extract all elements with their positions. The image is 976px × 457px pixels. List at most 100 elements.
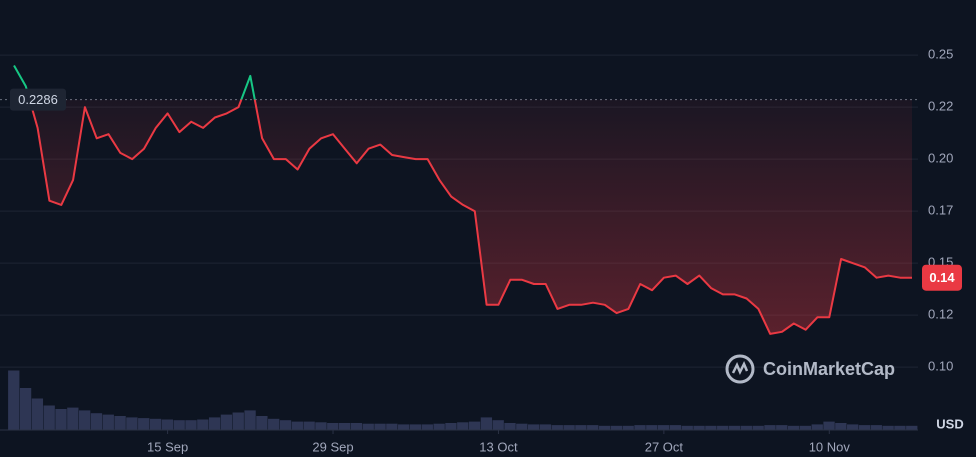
last-price-label: 0.14 <box>929 270 955 285</box>
y-tick-label: 0.20 <box>928 151 953 166</box>
volume-bar <box>587 425 599 430</box>
volume-bar <box>220 414 233 430</box>
y-tick-label: 0.22 <box>928 99 953 114</box>
y-tick-label: 0.10 <box>928 359 953 374</box>
volume-bar <box>657 425 670 430</box>
volume-bar <box>811 424 823 430</box>
volume-bar <box>409 424 422 430</box>
volume-bar <box>598 425 611 430</box>
x-tick-label: 27 Oct <box>645 439 684 454</box>
volume-bar <box>173 420 185 430</box>
last-price-bg <box>922 264 962 291</box>
volume-bar <box>847 424 859 430</box>
volume-bar <box>858 425 871 430</box>
volume-bar <box>539 424 552 430</box>
volume-bar <box>882 425 894 430</box>
volume-bar <box>551 425 563 430</box>
volume-bar <box>291 421 303 430</box>
volume-bar <box>244 410 256 430</box>
volume-bar <box>693 425 705 430</box>
volume-bar <box>480 417 493 430</box>
volume-bar <box>197 419 209 430</box>
volume-bar <box>740 425 752 430</box>
volume-bar <box>67 407 79 430</box>
x-tick-label: 10 Nov <box>809 439 851 454</box>
volume-bar <box>823 421 835 430</box>
volume-bar <box>161 419 174 430</box>
volume-bar <box>622 425 634 430</box>
volume-bar <box>78 410 91 430</box>
volume-bar <box>504 423 516 430</box>
volume-bar <box>610 425 623 430</box>
volume-bar <box>433 423 445 430</box>
volume-bar <box>527 424 540 430</box>
volume-bar <box>185 420 197 430</box>
volume-bar <box>764 425 776 430</box>
y-tick-label: 0.25 <box>928 47 953 62</box>
reference-label-bg <box>10 88 66 111</box>
volume-bar <box>894 425 906 430</box>
volume-bar <box>138 418 150 430</box>
volume-bar <box>575 425 587 430</box>
currency-label: USD <box>936 416 963 431</box>
volume-bar <box>799 425 812 430</box>
x-tick-label: 13 Oct <box>479 439 518 454</box>
volume-bar <box>421 424 433 430</box>
volume-bar <box>398 424 410 430</box>
volume-bar <box>445 423 457 430</box>
x-tick-label: 15 Sep <box>147 439 188 454</box>
volume-bar <box>327 423 339 430</box>
volume-bar <box>338 423 351 430</box>
volume-bar <box>705 425 717 430</box>
volume-bar <box>386 423 398 430</box>
x-tick-label: 29 Sep <box>312 439 353 454</box>
volume-bar <box>374 423 386 430</box>
volume-bar <box>126 417 138 430</box>
watermark-logo <box>725 354 755 384</box>
volume-bar <box>43 405 55 430</box>
volume-bar <box>728 425 741 430</box>
volume-bar <box>232 412 244 430</box>
volume-bar <box>90 413 103 430</box>
volume-bar <box>646 425 658 430</box>
volume-bar <box>634 425 646 430</box>
watermark-text: CoinMarketCap <box>763 359 895 379</box>
volume-bar <box>492 420 504 430</box>
volume-bar <box>717 425 729 430</box>
volume-bar <box>303 421 315 430</box>
price-line <box>13 65 912 335</box>
volume-bar <box>669 425 682 430</box>
volume-bar <box>268 418 280 430</box>
y-tick-label: 0.12 <box>928 307 953 322</box>
volume-bar <box>279 420 292 430</box>
volume-bar <box>906 425 918 430</box>
price-area <box>29 99 912 334</box>
volume-bar <box>350 423 363 430</box>
volume-bar <box>362 423 374 430</box>
y-tick-label: 0.17 <box>928 203 953 218</box>
volume-bar <box>315 422 327 430</box>
volume-bar <box>102 414 114 430</box>
watermark: CoinMarketCap <box>725 354 895 384</box>
volume-bar <box>114 416 126 430</box>
volume-bar <box>19 388 32 430</box>
volume-bar <box>55 409 67 430</box>
volume-bar <box>516 423 528 430</box>
volume-bar <box>776 425 788 430</box>
volume-bar <box>870 425 882 430</box>
volume-bar <box>457 422 469 430</box>
watermark-logo-mark <box>731 361 749 375</box>
volume-bar <box>8 370 20 430</box>
volume-bar <box>31 398 44 430</box>
volume-bar <box>787 425 800 430</box>
volume-bar <box>563 425 575 430</box>
volume-bar <box>208 417 221 430</box>
volume-bar <box>681 425 693 430</box>
volume-bar <box>468 421 481 430</box>
volume-bar <box>835 423 847 430</box>
reference-label: 0.2286 <box>18 92 58 107</box>
volume-bar <box>149 418 162 430</box>
volume-bar <box>256 416 268 430</box>
